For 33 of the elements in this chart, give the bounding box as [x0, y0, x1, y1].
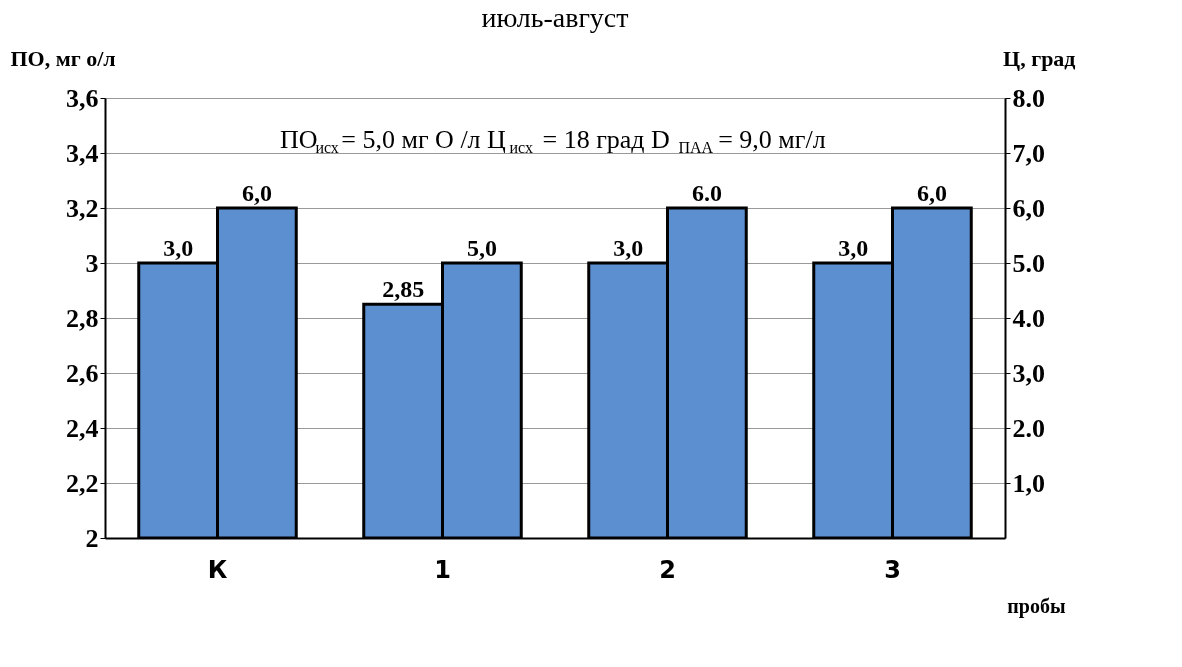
y2-tick-label: 4.0	[1012, 303, 1045, 333]
y-tick-label: 3	[85, 248, 99, 278]
y2-tick-label: 2.0	[1012, 413, 1045, 443]
data-label: 6,0	[241, 180, 272, 206]
x-tick-label: К	[207, 555, 228, 584]
chart-title: июль-август	[481, 2, 629, 33]
y-tick-label: 2,4	[66, 413, 99, 443]
y-tick-label: 3,4	[66, 138, 99, 168]
y-tick-label: 3,2	[66, 193, 99, 223]
data-label: 3,0	[163, 235, 194, 261]
y-tick-label: 3,6	[66, 83, 99, 113]
y2-tick-label: 5.0	[1012, 248, 1045, 278]
data-label: 2,85	[382, 276, 425, 303]
data-label: 5,0	[466, 235, 497, 261]
data-label: 6,0	[916, 180, 947, 206]
x-tick-label: 1	[434, 555, 451, 584]
x-tick-label: 2	[659, 555, 676, 584]
data-label: 3,0	[838, 235, 869, 261]
y2-tick-label: 6,0	[1012, 193, 1045, 223]
y-axis-title: ПО, мг о/л	[10, 45, 116, 71]
y2-tick-label: 3,0	[1012, 358, 1045, 388]
y2-tick-label: 7,0	[1012, 138, 1045, 168]
data-label: 3,0	[613, 235, 644, 261]
y-tick-label: 2	[85, 523, 99, 553]
y2-tick-label: 8.0	[1012, 83, 1045, 113]
x-tick-label: 3	[884, 555, 901, 584]
data-label: 6.0	[691, 180, 722, 206]
y2-tick-label: 1,0	[1012, 468, 1045, 498]
x-axis-title: пробы	[1007, 594, 1066, 618]
y-tick-label: 2,2	[66, 468, 99, 498]
y-tick-label: 2,6	[66, 358, 99, 388]
y2-axis-title: Ц, град	[1003, 45, 1076, 71]
y-tick-label: 2,8	[66, 303, 99, 333]
